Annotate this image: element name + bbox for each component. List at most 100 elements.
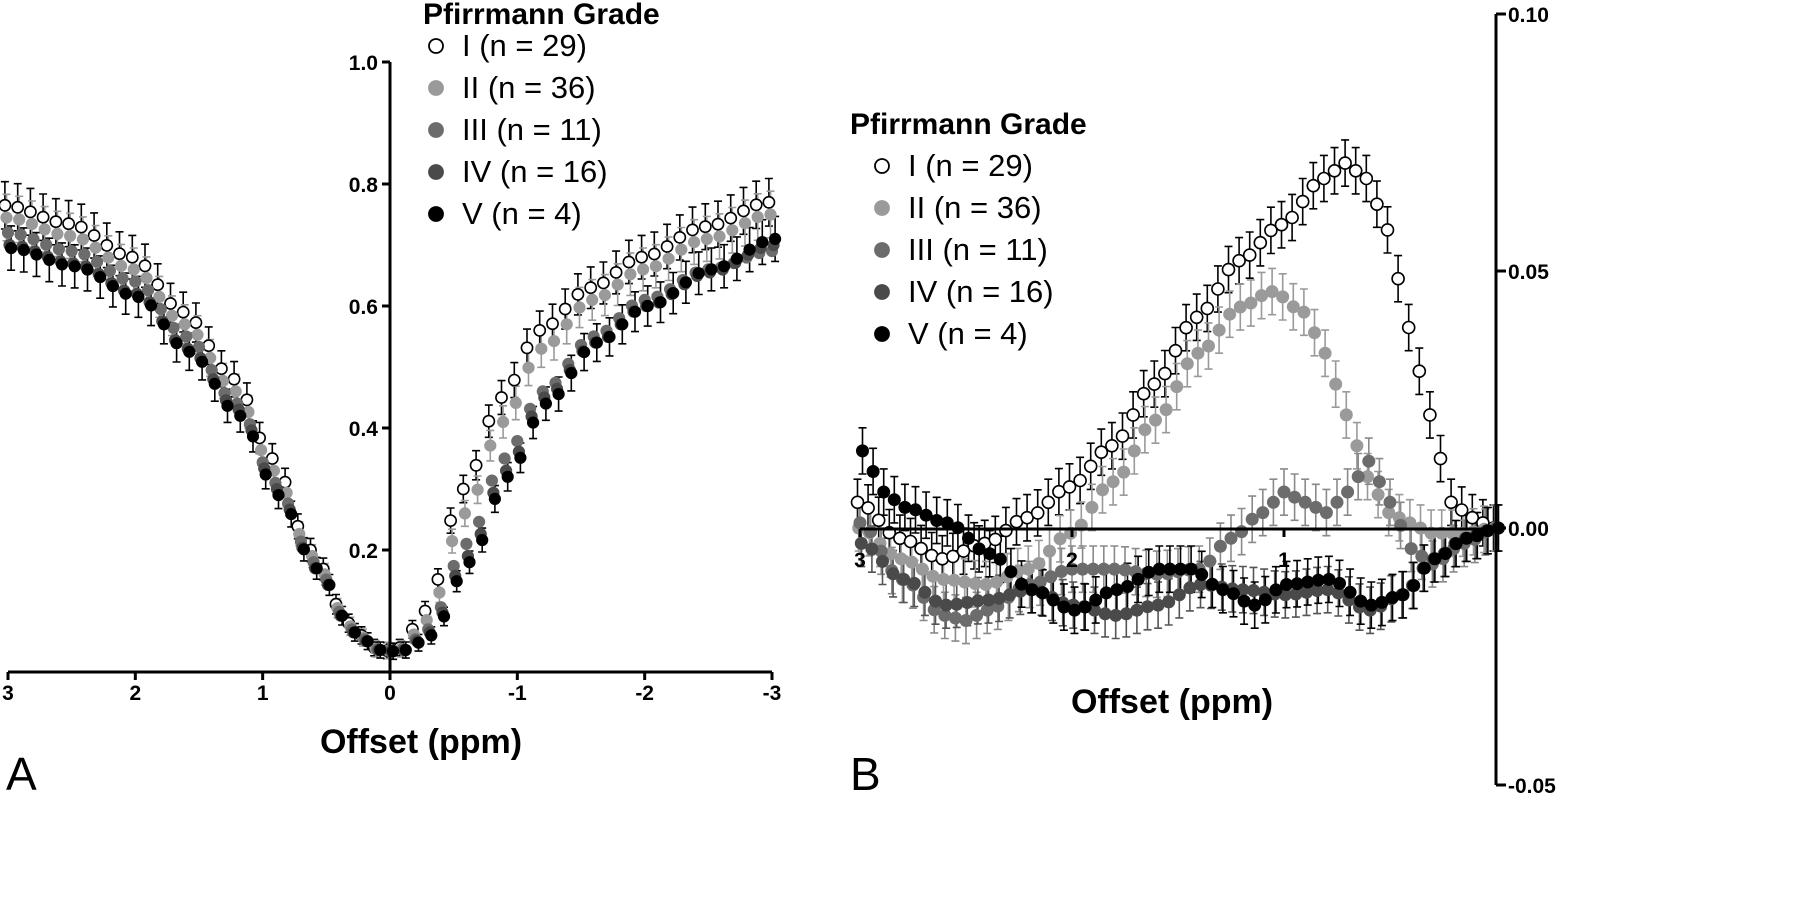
data-point bbox=[999, 523, 1013, 538]
data-point bbox=[323, 578, 336, 592]
data-point bbox=[1106, 475, 1120, 489]
y-tick-label: 0.6 bbox=[349, 296, 378, 319]
data-point bbox=[1308, 326, 1321, 340]
data-point bbox=[476, 534, 489, 547]
data-point bbox=[76, 233, 90, 246]
data-point bbox=[1372, 475, 1386, 489]
data-point bbox=[227, 372, 241, 386]
data-point bbox=[1046, 593, 1060, 607]
data-point bbox=[522, 361, 535, 374]
x-tick-label: 0 bbox=[384, 682, 396, 705]
data-point bbox=[1015, 577, 1028, 591]
data-point bbox=[1121, 580, 1134, 593]
legend-marker bbox=[874, 242, 890, 258]
data-point bbox=[1306, 178, 1321, 193]
data-point bbox=[1247, 584, 1260, 597]
x-tick-label: 3 bbox=[854, 549, 866, 572]
data-point bbox=[887, 493, 901, 507]
data-point bbox=[1277, 485, 1291, 499]
data-point bbox=[1172, 588, 1186, 602]
data-point bbox=[1162, 595, 1176, 609]
data-point bbox=[361, 635, 374, 648]
data-point bbox=[1327, 164, 1342, 178]
data-point bbox=[102, 251, 115, 264]
data-point bbox=[151, 278, 165, 292]
data-point bbox=[571, 287, 585, 301]
data-point bbox=[547, 335, 561, 348]
data-point bbox=[456, 482, 470, 496]
data-point bbox=[983, 547, 997, 561]
data-point bbox=[1396, 588, 1410, 602]
panel-a-y-ticks: 0.2 0.4 0.6 0.8 1.0 bbox=[349, 52, 390, 563]
x-tick-label: 1 bbox=[1278, 549, 1290, 572]
data-point bbox=[611, 278, 624, 291]
data-point bbox=[511, 435, 524, 448]
data-point bbox=[850, 495, 865, 510]
data-point bbox=[145, 299, 158, 312]
data-point bbox=[905, 555, 919, 569]
data-point bbox=[675, 243, 688, 256]
data-point bbox=[74, 220, 88, 234]
data-point bbox=[115, 259, 128, 272]
data-point bbox=[87, 229, 101, 242]
data-point bbox=[1021, 562, 1035, 576]
data-point bbox=[138, 259, 152, 273]
data-point bbox=[1105, 438, 1119, 453]
data-point bbox=[1391, 271, 1405, 286]
y-tick-label: 0.4 bbox=[349, 418, 379, 441]
data-point bbox=[165, 309, 179, 322]
data-point bbox=[38, 223, 51, 236]
data-point bbox=[507, 373, 521, 387]
data-point bbox=[488, 492, 501, 505]
data-point bbox=[856, 444, 869, 458]
panel-b-legend-title: Pfirrmann Grade bbox=[850, 108, 1087, 141]
data-point bbox=[950, 597, 964, 611]
data-point bbox=[191, 328, 204, 341]
data-point bbox=[0, 211, 13, 224]
data-point bbox=[1333, 576, 1346, 590]
legend-marker bbox=[428, 80, 444, 96]
data-point bbox=[106, 280, 120, 293]
legend-entry-label: IV (n = 16) bbox=[908, 274, 1054, 309]
data-point bbox=[1043, 544, 1056, 558]
data-point bbox=[1244, 296, 1258, 310]
data-point bbox=[431, 573, 445, 586]
data-point bbox=[738, 217, 752, 230]
data-point bbox=[724, 211, 738, 225]
data-point bbox=[1170, 380, 1184, 394]
legend-marker bbox=[874, 200, 890, 216]
legend-entry-label: II (n = 36) bbox=[462, 70, 596, 105]
data-point bbox=[13, 213, 26, 226]
data-point bbox=[960, 596, 974, 609]
x-tick-label: -1 bbox=[508, 682, 527, 705]
data-point bbox=[1428, 552, 1442, 566]
data-point bbox=[649, 260, 663, 273]
data-point bbox=[103, 264, 117, 277]
data-point bbox=[692, 267, 705, 280]
data-point bbox=[1205, 577, 1219, 591]
data-point bbox=[1073, 473, 1087, 488]
data-point bbox=[854, 536, 868, 550]
data-point bbox=[915, 562, 929, 576]
data-point bbox=[565, 367, 578, 380]
data-point bbox=[1319, 506, 1333, 520]
legend-marker bbox=[428, 38, 444, 54]
data-point bbox=[482, 414, 496, 428]
data-point bbox=[1383, 495, 1397, 509]
data-point bbox=[1245, 512, 1259, 526]
data-point bbox=[679, 276, 693, 289]
data-point bbox=[1212, 323, 1226, 337]
data-point bbox=[730, 252, 744, 265]
data-point bbox=[762, 195, 776, 209]
data-point bbox=[469, 458, 483, 472]
legend-entry-label: I (n = 29) bbox=[908, 148, 1033, 183]
data-point bbox=[89, 241, 102, 254]
data-point bbox=[1089, 593, 1103, 607]
data-point bbox=[183, 345, 196, 358]
data-point bbox=[1258, 593, 1272, 607]
data-point bbox=[586, 293, 599, 306]
x-tick-label: 3 bbox=[2, 682, 14, 705]
data-point bbox=[43, 253, 56, 266]
data-point bbox=[14, 228, 27, 241]
